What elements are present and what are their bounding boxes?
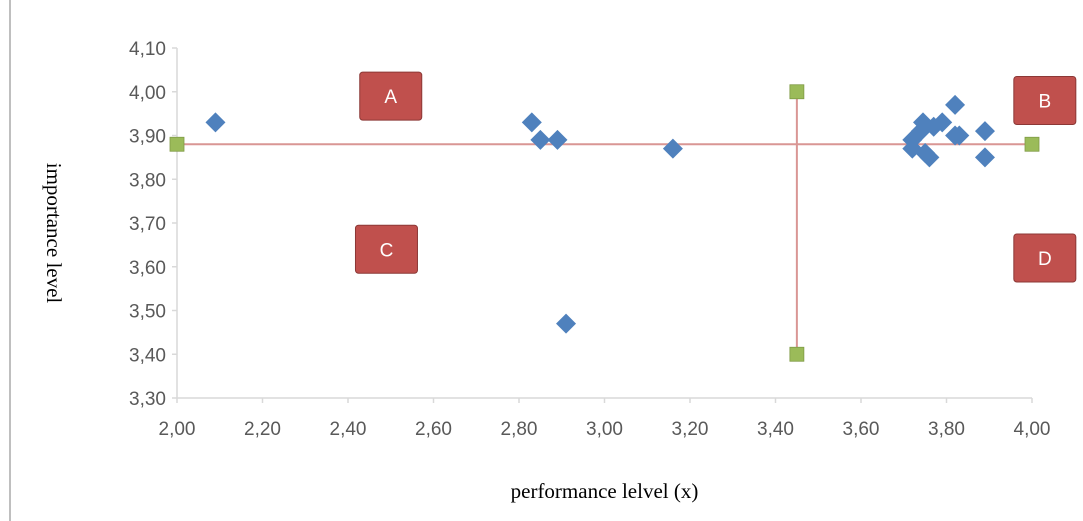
x-tick-label: 2,00 [159,419,196,440]
divider-endpoint-marker [169,136,185,152]
y-tick-label: 3,60 [129,258,166,279]
x-tick-label: 3,00 [586,419,623,440]
data-point [974,147,995,168]
y-tick-label: 3,50 [129,302,166,323]
data-point [932,112,953,133]
data-point [919,147,940,168]
quadrant-label-text: A [384,87,397,108]
quadrant-label-box [1013,76,1077,125]
x-tick-label: 2,60 [415,419,452,440]
y-tick-label: 3,40 [129,345,166,366]
x-tick-label: 3,20 [672,419,709,440]
x-tick-label: 3,40 [757,419,794,440]
y-axis-title: importance level [42,163,66,304]
data-point [547,129,568,150]
x-tick-label: 3,80 [928,419,965,440]
quadrant-label-text: B [1038,92,1051,113]
divider-endpoint-marker [789,346,805,362]
data-point [556,313,577,334]
data-point [949,125,970,146]
x-tick-label: 2,40 [330,419,367,440]
data-point [945,94,966,115]
quadrant-label-box [354,224,418,274]
quadrant-label-box [359,71,423,121]
data-point [974,121,995,142]
quadrant-label-d: D [1013,233,1077,283]
x-axis-title: performance lelvel (x) [511,479,699,503]
quadrant-label-text: D [1038,249,1052,270]
y-tick-label: 3,80 [129,170,166,191]
data-point [521,112,542,133]
quadrant-label-text: C [380,240,394,261]
y-tick-label: 4,10 [129,39,166,60]
x-tick-label: 3,60 [843,419,880,440]
y-tick-label: 4,00 [129,83,166,104]
quadrant-label-box [1013,233,1077,283]
quadrant-label-c: C [354,224,418,274]
x-tick-label: 2,80 [501,419,538,440]
data-point [662,138,683,159]
divider-endpoint-marker [1024,136,1040,152]
quadrant-label-b: B [1013,76,1077,125]
x-tick-label: 2,20 [244,419,281,440]
data-point [530,129,551,150]
quadrant-label-a: A [359,71,423,121]
data-point [205,112,226,133]
y-tick-label: 3,70 [129,214,166,235]
y-tick-label: 3,30 [129,389,166,410]
divider-endpoint-marker [789,84,805,100]
x-tick-label: 4,00 [1014,419,1051,440]
y-tick-label: 3,90 [129,127,166,148]
